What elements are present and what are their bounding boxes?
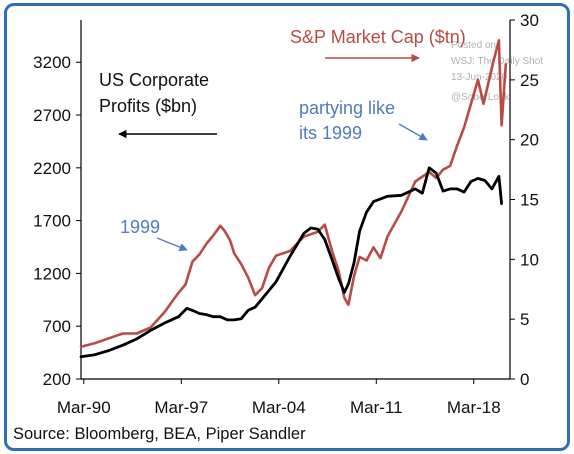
left-tick-label: 1700 <box>33 212 71 231</box>
left-tick-label: 200 <box>43 370 71 389</box>
annotation-1999-arrow <box>156 237 188 252</box>
left-series-label: US Corporate <box>99 70 209 90</box>
right-tick-label: 0 <box>520 370 529 389</box>
annotation-partying: its 1999 <box>299 123 362 143</box>
left-tick-label: 3200 <box>33 53 71 72</box>
chart-canvas: 200 700 1200 1700 2200 2700 3200 0 5 10 15 20 25 30 Ma… <box>33 11 543 417</box>
x-tick-label: Mar-04 <box>252 398 306 417</box>
watermark-line: Posted on <box>451 40 496 51</box>
annotation-partying-arrow <box>398 123 428 141</box>
right-tick-label: 25 <box>520 71 539 90</box>
right-tick-label: 15 <box>520 191 539 210</box>
right-tick-label: 30 <box>520 11 539 30</box>
right-tick-label: 5 <box>520 310 529 329</box>
left-series-label: Profits ($bn) <box>99 96 197 116</box>
series-line-corporate-profits <box>79 166 504 359</box>
x-tick-label: Mar-97 <box>154 398 208 417</box>
right-tick-label: 10 <box>520 250 539 269</box>
watermark-line: WSJ: The Daily Shot <box>451 56 543 67</box>
annotations: US Corporate Profits ($bn) S&P Market Cap … <box>99 27 466 252</box>
watermark-line: 13-Jun-2020 <box>451 72 508 83</box>
axes: 200 700 1200 1700 2200 2700 3200 0 5 10 15 20 25 30 Ma… <box>33 11 539 417</box>
x-tick-label: Mar-18 <box>447 398 501 417</box>
source-note: Source: Bloomberg, BEA, Piper Sandler <box>13 425 306 443</box>
right-tick-label: 20 <box>520 131 539 150</box>
left-tick-label: 1200 <box>33 264 71 283</box>
left-tick-label: 2700 <box>33 106 71 125</box>
annotation-partying: partying like <box>299 98 395 118</box>
x-tick-label: Mar-90 <box>57 398 111 417</box>
chart-frame: 200 700 1200 1700 2200 2700 3200 0 5 10 15 20 25 30 Ma… <box>4 3 570 451</box>
left-tick-label: 2200 <box>33 159 71 178</box>
annotation-1999: 1999 <box>120 217 160 237</box>
x-tick-label: Mar-11 <box>350 398 403 417</box>
series-group <box>79 38 508 359</box>
right-series-label: S&P Market Cap ($tn) <box>290 27 466 47</box>
left-tick-label: 700 <box>43 317 71 336</box>
series-line-sp-market-cap <box>79 38 508 349</box>
